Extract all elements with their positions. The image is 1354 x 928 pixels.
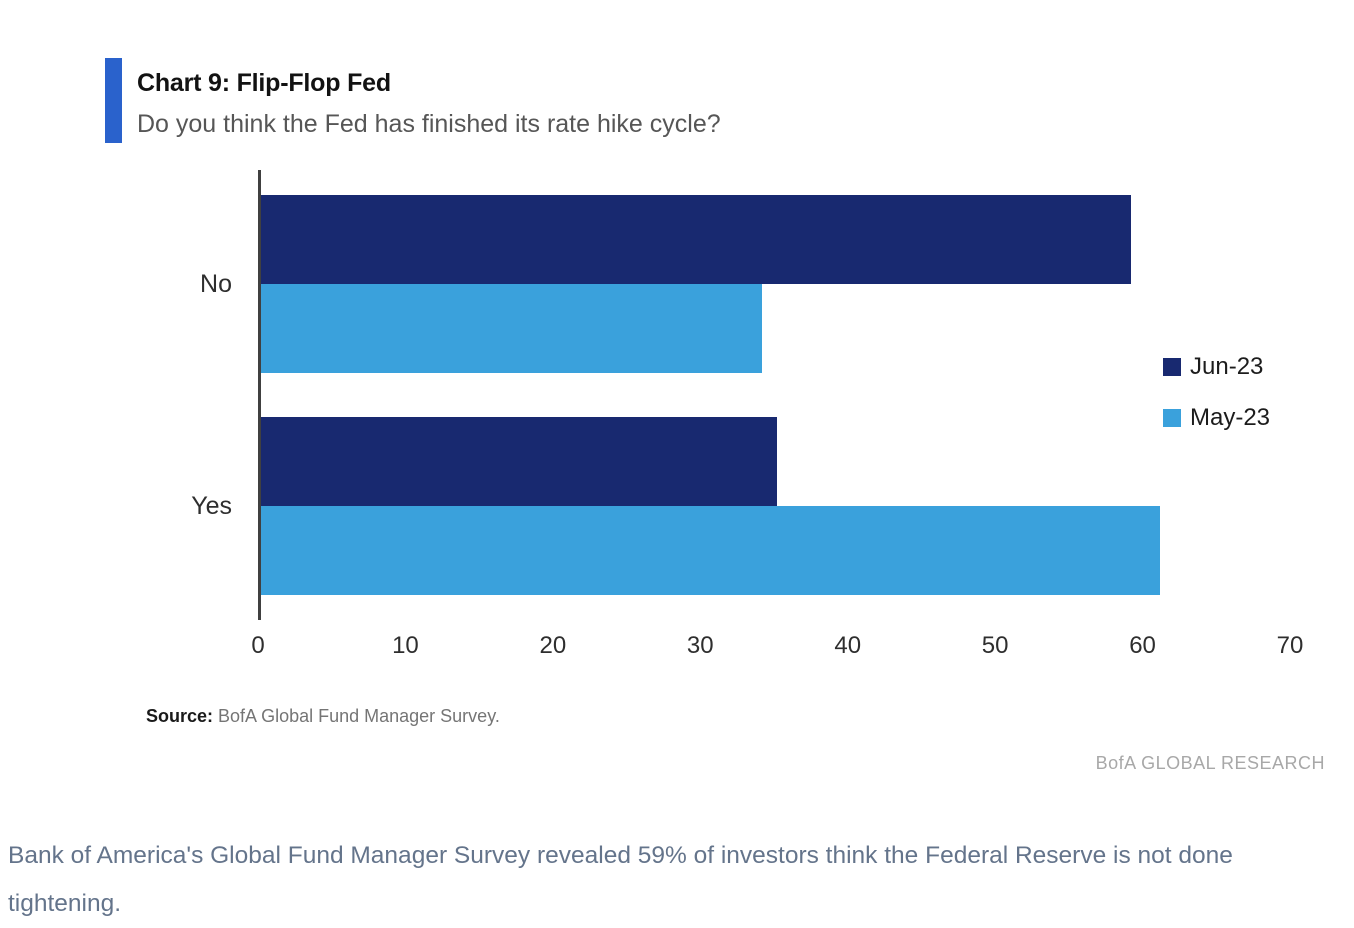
summary-caption: Bank of America's Global Fund Manager Su… [8, 842, 1233, 917]
x-tick-70: 70 [1276, 632, 1304, 659]
category-label-yes: Yes [191, 492, 232, 520]
bar-no-may-23 [261, 284, 762, 373]
x-axis-tick-labels: 0 10 20 30 40 50 60 70 [0, 632, 1354, 666]
x-tick-60: 60 [1129, 632, 1156, 659]
chart-page: Chart 9: Flip-Flop Fed Do you think the … [0, 58, 1354, 917]
x-tick-0: 0 [251, 632, 265, 659]
bofa-global-research-brand: BofA GLOBAL RESEARCH [1095, 753, 1325, 773]
x-tick-30: 30 [686, 632, 714, 659]
title-accent-bar [105, 58, 122, 143]
x-tick-40: 40 [834, 632, 862, 659]
chart-title: Chart 9: Flip-Flop Fed [137, 69, 391, 97]
legend-item-jun-23: Jun-23 [1163, 352, 1270, 382]
source-text: BofA Global Fund Manager Survey. [213, 706, 500, 726]
chart-subtitle: Do you think the Fed has finished its ra… [137, 110, 721, 138]
bar-yes-may-23 [261, 506, 1160, 595]
x-tick-10: 10 [392, 632, 419, 659]
source-label: Source: [146, 706, 214, 726]
legend-label-jun-23: Jun-23 [1190, 353, 1264, 380]
legend-swatch-may-23 [1163, 409, 1181, 427]
bar-no-jun-23 [261, 195, 1131, 284]
bar-plot-area [261, 170, 1293, 619]
category-label-no: No [200, 270, 232, 298]
x-tick-20: 20 [539, 632, 567, 659]
legend-label-may-23: May-23 [1190, 404, 1271, 431]
x-tick-50: 50 [981, 632, 1009, 659]
legend-item-may-23: May-23 [1163, 403, 1270, 433]
bar-yes-jun-23 [261, 417, 777, 506]
chart-legend: Jun-23 May-23 [1163, 352, 1270, 454]
source-line: Source: BofA Global Fund Manager Survey. [146, 706, 500, 727]
y-axis-line [258, 170, 261, 620]
legend-swatch-jun-23 [1163, 358, 1181, 376]
